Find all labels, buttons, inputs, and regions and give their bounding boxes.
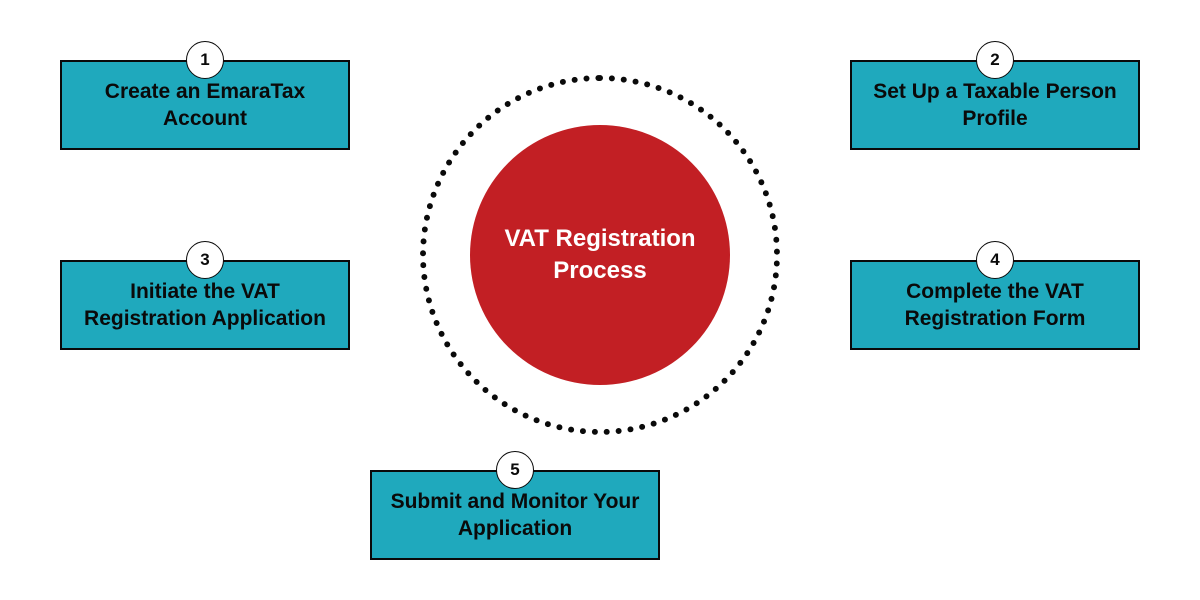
step-label: Complete the VAT Registration Form	[866, 278, 1124, 333]
step-label: Initiate the VAT Registration Applicatio…	[76, 278, 334, 333]
step-number: 1	[200, 50, 209, 70]
step-badge-4: 4	[976, 241, 1014, 279]
center-circle: VAT Registration Process	[470, 125, 730, 385]
step-badge-5: 5	[496, 451, 534, 489]
step-number: 2	[990, 50, 999, 70]
step-label: Submit and Monitor Your Application	[386, 488, 644, 543]
step-badge-1: 1	[186, 41, 224, 79]
step-badge-3: 3	[186, 241, 224, 279]
step-number: 4	[990, 250, 999, 270]
step-label: Create an EmaraTax Account	[76, 78, 334, 133]
step-number: 3	[200, 250, 209, 270]
diagram-canvas: VAT Registration Process Create an Emara…	[0, 0, 1200, 600]
step-label: Set Up a Taxable Person Profile	[866, 78, 1124, 133]
step-number: 5	[510, 460, 519, 480]
center-title: VAT Registration Process	[490, 223, 710, 288]
step-badge-2: 2	[976, 41, 1014, 79]
